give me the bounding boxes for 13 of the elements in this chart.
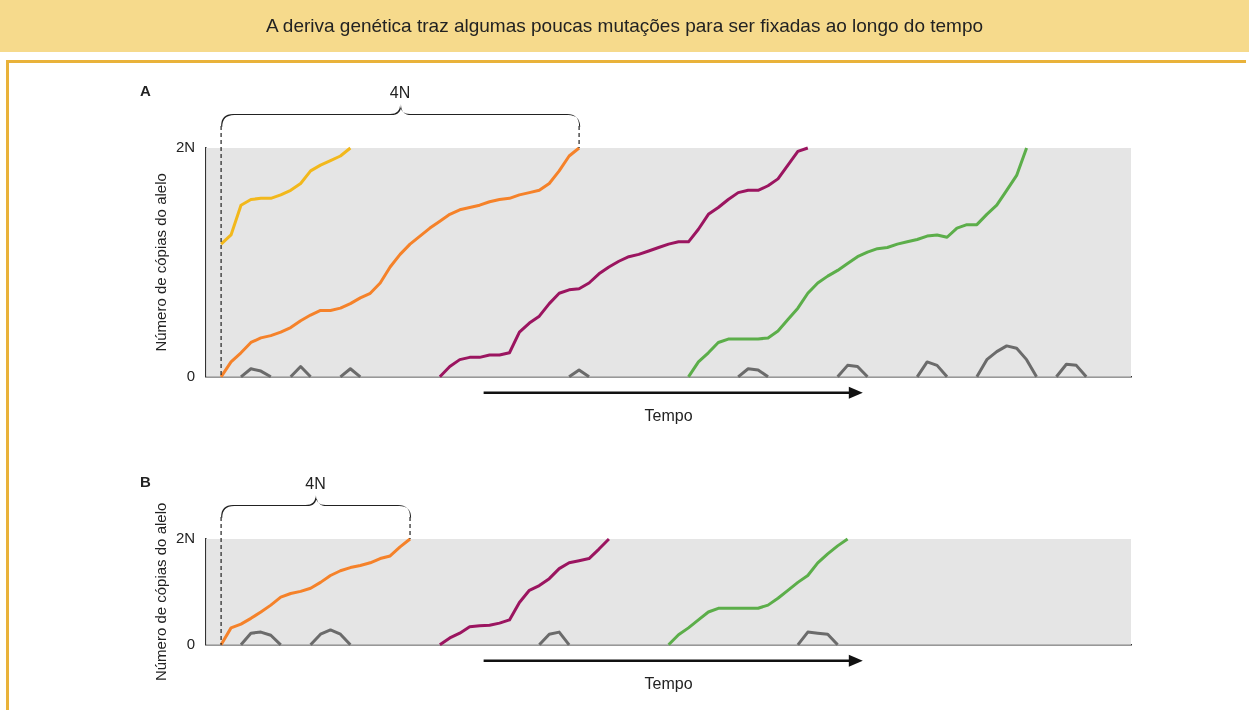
chart-title: A deriva genética traz algumas poucas mutações para ser fixadas ao longo do tempo	[0, 0, 1249, 52]
x-axis-title: Tempo	[644, 406, 693, 424]
text: 4N	[389, 84, 411, 101]
text: A	[140, 82, 151, 99]
y-axis-title: Número de cópias do alelo	[152, 502, 170, 682]
y-tick-label: 0	[186, 634, 196, 652]
y-tick-label: 2N	[175, 529, 196, 547]
y-tick-label: 0	[186, 366, 196, 384]
x-axis-title: Tempo	[644, 674, 693, 692]
y-axis-title: Número de cópias do alelo	[152, 173, 170, 352]
y-tick-label: 2N	[175, 138, 196, 156]
text: B	[140, 473, 151, 490]
text: 4N	[305, 475, 326, 492]
